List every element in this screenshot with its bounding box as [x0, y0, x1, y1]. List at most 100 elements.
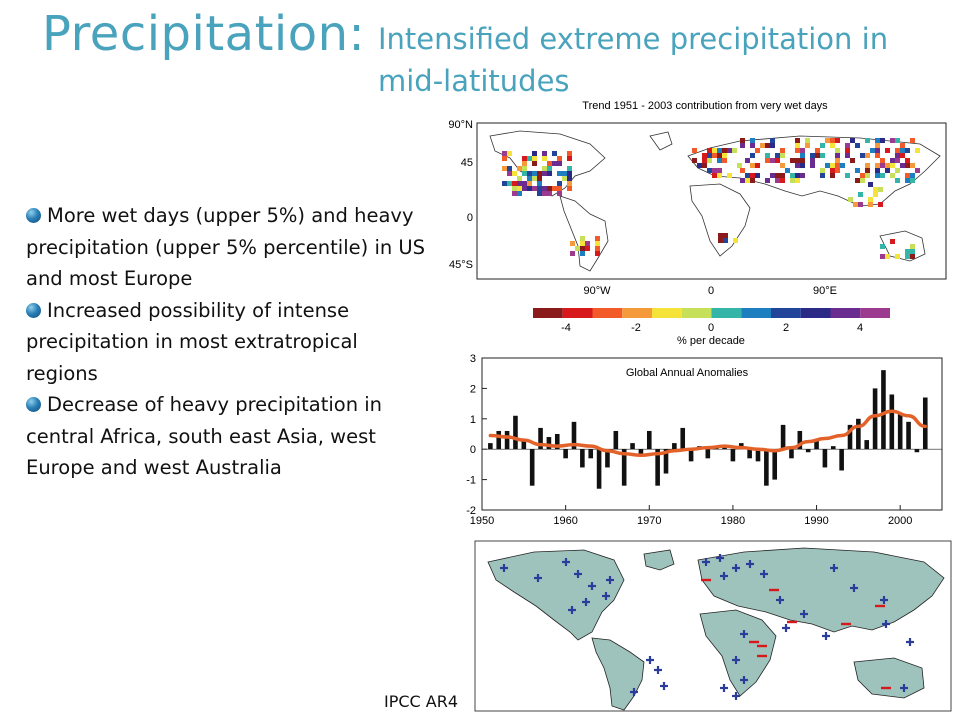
- x-tick-label: 1970: [637, 515, 661, 527]
- colorbar-swatch: [830, 308, 861, 318]
- trend-cell: [775, 158, 780, 163]
- trend-cell: [830, 138, 835, 143]
- y-tick-label: 2: [470, 383, 476, 395]
- trend-cell: [880, 163, 885, 168]
- colorbar-swatch: [622, 308, 652, 318]
- anomaly-bar: [538, 427, 543, 450]
- anomaly-bar: [889, 394, 895, 450]
- trend-cell: [522, 161, 527, 166]
- lat-ticks: 90°N 45 0 45°S: [448, 119, 473, 271]
- trend-cell: [522, 156, 527, 161]
- trend-cell: [830, 163, 835, 168]
- anomaly-bar: [638, 449, 644, 456]
- trend-cell: [527, 181, 532, 186]
- trend-cell: [800, 163, 805, 168]
- trend-cell: [567, 171, 572, 176]
- bullet-icon: [26, 397, 41, 412]
- wet-days-trend-map: Trend 1951 - 2003 contribution from very…: [448, 100, 947, 346]
- anomaly-bar: [580, 449, 585, 468]
- trend-cell: [557, 191, 562, 196]
- trend-cell: [532, 186, 537, 191]
- trend-cell: [790, 158, 795, 163]
- anomaly-bar: [488, 443, 493, 450]
- trend-cell: [865, 168, 870, 173]
- trend-cell: [775, 173, 780, 178]
- trend-cell: [890, 158, 895, 163]
- trend-cell: [740, 138, 745, 143]
- trend-cell: [770, 173, 775, 178]
- trend-cell: [717, 158, 722, 163]
- trend-cell: [770, 158, 775, 163]
- trend-cell: [910, 163, 915, 168]
- y-ticks: 3 2 1 0 -1 -2: [466, 353, 487, 517]
- trend-cell: [905, 158, 910, 163]
- trend-cell: [825, 138, 830, 143]
- trend-cell: [750, 163, 755, 168]
- continent-outline: [689, 183, 751, 257]
- lat-tick-label: 0: [467, 212, 473, 224]
- trend-cell: [740, 168, 745, 173]
- colorbar-tick-label: 2: [783, 322, 789, 334]
- trend-cell: [502, 181, 507, 186]
- trend-cell: [880, 158, 885, 163]
- y-tick-label: 1: [470, 414, 476, 426]
- trend-cell: [595, 246, 600, 251]
- trend-cell: [557, 181, 562, 186]
- trend-cell: [562, 176, 567, 181]
- global-anomalies-chart: Global Annual Anomalies 3 2 1 0 -1 -2 1950 196…: [466, 353, 943, 527]
- anomaly-bar: [914, 449, 920, 453]
- anomaly-bar: [588, 449, 594, 459]
- bullet-icon: [26, 302, 41, 318]
- trend-cell: [910, 244, 915, 249]
- colorbar-swatch: [800, 308, 831, 318]
- trend-cell: [745, 173, 750, 178]
- trend-cell: [795, 138, 800, 143]
- trend-cell: [750, 143, 755, 148]
- trend-cell: [875, 163, 880, 168]
- colorbar-swatch: [681, 308, 712, 318]
- trend-cell: [537, 171, 542, 176]
- trend-cell: [552, 186, 557, 191]
- trend-cell: [820, 153, 825, 158]
- trend-symbol-map: [474, 540, 952, 712]
- anomaly-bar: [529, 449, 535, 486]
- trend-cell: [595, 251, 600, 256]
- trend-cell: [910, 254, 915, 259]
- trend-cell: [532, 171, 537, 176]
- trend-cell: [835, 138, 840, 143]
- y-tick-label: -1: [466, 475, 476, 487]
- lat-tick-label: 45°S: [449, 259, 473, 271]
- anomaly-bar: [680, 427, 686, 450]
- trend-cell: [878, 202, 883, 207]
- anomaly-bar: [513, 415, 518, 450]
- trend-cell: [830, 168, 835, 173]
- trend-cell: [507, 166, 512, 171]
- anomaly-bar: [646, 430, 652, 450]
- anomaly-bar: [805, 449, 811, 453]
- colorbar-swatch: [711, 308, 742, 318]
- trend-symbols: [500, 554, 914, 700]
- trend-cell: [567, 151, 572, 156]
- trend-cell: [895, 158, 900, 163]
- trend-cell: [780, 148, 785, 153]
- trend-cell: [712, 153, 717, 158]
- bullet-list: More wet days (upper 5%) and heavy preci…: [26, 200, 426, 484]
- trend-cell: [755, 148, 760, 153]
- trend-cell: [707, 148, 712, 153]
- trend-cell: [825, 163, 830, 168]
- trend-cell: [890, 239, 895, 244]
- anomaly-bar: [755, 449, 761, 462]
- trend-cell: [512, 191, 517, 196]
- trend-cell: [737, 163, 742, 168]
- trend-cell: [750, 153, 755, 158]
- colorbar-label: % per decade: [677, 335, 745, 346]
- trend-cell: [532, 156, 537, 161]
- trend-cell: [542, 191, 547, 196]
- trend-cell: [875, 138, 880, 143]
- anomaly-bar: [621, 449, 627, 486]
- anomaly-bar: [764, 449, 769, 486]
- trend-cell: [835, 148, 840, 153]
- trend-cell: [570, 251, 575, 256]
- trend-cell: [722, 153, 727, 158]
- trend-cell: [795, 163, 800, 168]
